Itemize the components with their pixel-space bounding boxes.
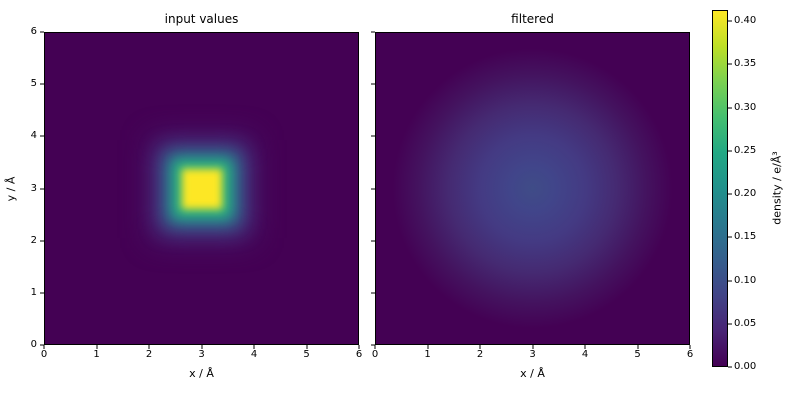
- panel-title-input-values: input values: [164, 11, 239, 26]
- x-tick-mark: [96, 345, 97, 349]
- x-tick-label: 0: [40, 349, 48, 360]
- x-tick-label: 4: [581, 349, 589, 360]
- x-tick-mark: [584, 345, 586, 349]
- colorbar-tick-label: 0.15: [734, 231, 757, 243]
- y-tick-mark: [40, 344, 44, 346]
- x-tick-mark: [148, 345, 150, 349]
- y-tick-mark: [371, 31, 375, 33]
- x-tick-label: 6: [686, 349, 694, 360]
- colorbar-tick-mark: [728, 366, 732, 368]
- gaussian-blob: [376, 33, 689, 344]
- colorbar-tick-mark: [728, 193, 732, 195]
- panel-title-filtered: filtered: [511, 11, 554, 26]
- y-tick-label: 2: [30, 234, 37, 246]
- axis-ticks-filtered: 0 1 2 3 4 5 6: [371, 31, 693, 360]
- y-tick-label: 1: [30, 286, 37, 298]
- colorbar-tick-label: 0.40: [734, 15, 757, 27]
- y-tick-label: 0: [30, 339, 37, 350]
- colorbar-tick-mark: [728, 107, 732, 109]
- colorbar-tick-label: 0.25: [734, 144, 757, 156]
- colorbar-tick-mark: [728, 236, 732, 238]
- heatmap-input-values: [44, 32, 359, 345]
- y-tick-mark: [40, 240, 44, 242]
- x-axis-label-input-values: x / Å: [189, 367, 214, 380]
- x-tick-label: 2: [145, 349, 153, 360]
- x-tick-label: 6: [355, 349, 363, 360]
- heatmap-filtered: [375, 32, 690, 345]
- x-tick-mark: [253, 345, 255, 349]
- colorbar: 0.00 0.05 0.10 0.15 0.20 0.25 0.30 0.35 0.40: [712, 10, 756, 372]
- y-tick-mark: [371, 240, 375, 242]
- colorbar-tick-label: 0.10: [734, 274, 757, 286]
- x-tick-label: 1: [424, 349, 431, 360]
- x-tick-mark: [637, 345, 638, 349]
- x-tick-mark: [689, 345, 691, 349]
- x-tick-mark: [358, 345, 360, 349]
- y-tick-label: 3: [30, 182, 37, 194]
- colorbar-tick-mark: [728, 280, 732, 282]
- colorbar-label: density / e/Å³: [770, 151, 784, 225]
- x-tick-label: 5: [303, 349, 310, 360]
- x-tick-label: 1: [93, 349, 100, 360]
- y-tick-label: 4: [30, 130, 37, 142]
- y-tick-label: 5: [30, 78, 37, 90]
- blob-layer: [181, 168, 222, 209]
- x-tick-label: 3: [529, 349, 536, 360]
- colorbar-tick-label: 0.00: [734, 361, 757, 372]
- x-tick-mark: [479, 345, 481, 349]
- colorbar-tick-mark: [728, 20, 732, 22]
- x-tick-mark: [532, 345, 533, 349]
- x-tick-label: 5: [634, 349, 641, 360]
- y-tick-mark: [40, 31, 44, 33]
- x-tick-label: 0: [371, 349, 379, 360]
- colorbar-tick-label: 0.30: [734, 101, 757, 113]
- y-tick-mark: [371, 83, 375, 85]
- x-tick-mark: [374, 345, 376, 349]
- y-tick-mark: [40, 292, 44, 294]
- y-tick-mark: [40, 83, 44, 85]
- x-tick-mark: [201, 345, 202, 349]
- y-tick-mark: [371, 292, 375, 294]
- y-tick-mark: [371, 188, 375, 189]
- colorbar-ticks: 0.00 0.05 0.10 0.15 0.20 0.25 0.30 0.35 0.40: [712, 10, 756, 372]
- y-tick-mark: [40, 188, 44, 189]
- x-tick-mark: [427, 345, 428, 349]
- y-tick-mark: [371, 344, 375, 346]
- y-tick-mark: [371, 135, 375, 137]
- axis-ticks-input-values: 0 1 2 3 4 5 6 0 1 2 3 4 5 6: [31, 27, 363, 360]
- y-tick-mark: [40, 135, 44, 137]
- colorbar-tick-mark: [728, 150, 732, 152]
- axes-filtered: filtered 0 1 2 3 4 5 6 x / Å: [371, 12, 693, 380]
- colorbar-tick-label: 0.20: [734, 188, 757, 200]
- colorbar-gradient: [712, 10, 728, 367]
- x-tick-mark: [43, 345, 45, 349]
- x-axis-label-filtered: x / Å: [520, 367, 545, 380]
- axes-input-values: input values 0 1 2 3 4 5 6 0 1 2 3 4 5 6 x / Å y / Å: [5, 12, 363, 380]
- x-tick-label: 2: [476, 349, 484, 360]
- colorbar-tick-mark: [728, 63, 732, 65]
- x-tick-label: 4: [250, 349, 258, 360]
- x-tick-label: 3: [198, 349, 205, 360]
- colorbar-tick-mark: [728, 323, 732, 325]
- colorbar-tick-label: 0.05: [734, 317, 757, 329]
- colorbar-tick-label: 0.35: [734, 58, 757, 70]
- y-tick-label: 6: [30, 26, 37, 37]
- x-tick-mark: [306, 345, 307, 349]
- y-axis-label-input-values: y / Å: [4, 176, 18, 201]
